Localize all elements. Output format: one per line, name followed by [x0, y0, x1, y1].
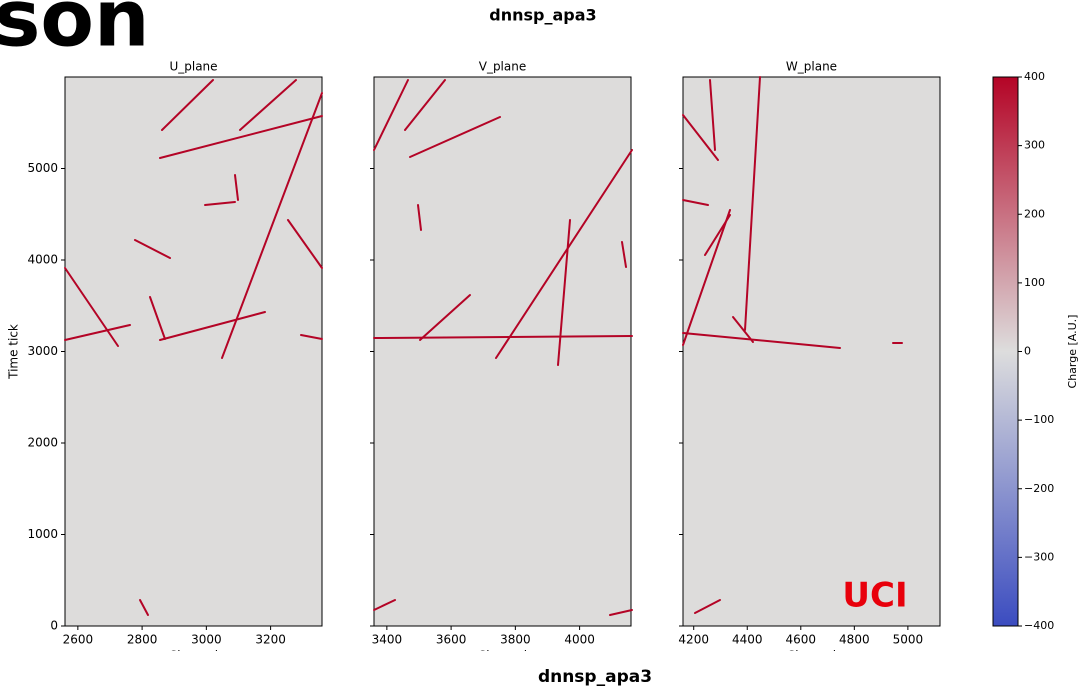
- x-tick-label: 3600: [436, 633, 467, 647]
- x-tick-label: 2600: [63, 633, 94, 647]
- y-axis-label: Time tick: [7, 324, 21, 380]
- colorbar-tick-label: −300: [1024, 550, 1054, 563]
- watermark: UCI: [842, 576, 907, 616]
- x-tick-label: 3200: [255, 633, 286, 647]
- x-tick-label: 3400: [372, 633, 403, 647]
- colorbar: [992, 76, 1019, 627]
- y-tick-label: 5000: [27, 161, 58, 175]
- tracks-v: [373, 79, 633, 616]
- colorbar-tick-label: 300: [1024, 139, 1045, 152]
- x-tick-label: 4600: [786, 633, 817, 647]
- footer-caption: dnnsp_apa3: [538, 667, 652, 687]
- image-area: [683, 77, 940, 626]
- y-tick-label: 0: [50, 619, 58, 633]
- footer-band: [0, 651, 1087, 691]
- frame: [373, 76, 632, 627]
- colorbar-label: Charge [A.U.]: [1066, 315, 1079, 389]
- tracks-u: [64, 79, 323, 616]
- colorbar-tick-label: 400: [1024, 70, 1045, 83]
- y-tick-label: 4000: [27, 253, 58, 267]
- panel-title: U_plane: [169, 60, 217, 74]
- colorbar-tick-label: 200: [1024, 207, 1045, 220]
- y-tick-label: 1000: [27, 527, 58, 541]
- figure-title: dnnsp_apa3: [489, 6, 596, 25]
- x-tick-label: 4200: [678, 633, 709, 647]
- colorbar-tick-label: −200: [1024, 482, 1054, 495]
- colorbar-tick-label: −100: [1024, 413, 1054, 426]
- y-tick-label: 3000: [27, 344, 58, 358]
- image-area: [374, 77, 631, 626]
- colorbar-tick-label: 100: [1024, 276, 1045, 289]
- x-tick-label: 4400: [732, 633, 763, 647]
- panel-title: V_plane: [479, 60, 527, 74]
- frame: [64, 76, 323, 627]
- y-tick-label: 2000: [27, 436, 58, 450]
- colorbar-tick-label: −400: [1024, 619, 1054, 632]
- panel-title: W_plane: [786, 60, 837, 74]
- frame: [682, 76, 941, 627]
- tracks-w: [682, 76, 903, 614]
- x-tick-label: 2800: [127, 633, 158, 647]
- x-tick-label: 3000: [191, 633, 222, 647]
- colorbar-tick-label: 0: [1024, 345, 1031, 358]
- x-tick-label: 4800: [839, 633, 870, 647]
- slide-title: son: [0, 0, 150, 64]
- x-tick-label: 5000: [893, 633, 924, 647]
- x-tick-label: 3800: [500, 633, 531, 647]
- x-tick-label: 4000: [564, 633, 595, 647]
- image-area: [65, 77, 322, 626]
